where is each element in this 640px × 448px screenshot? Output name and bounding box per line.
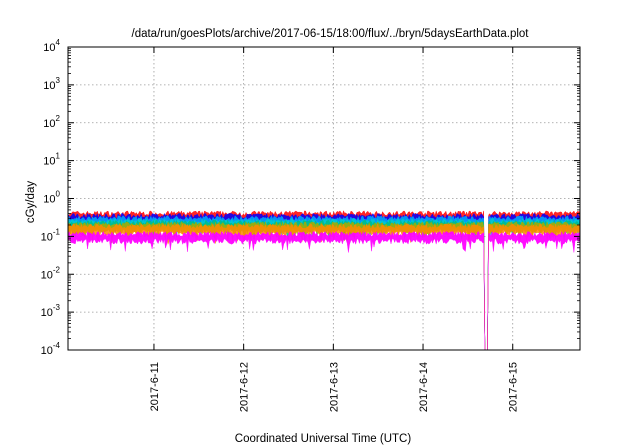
y-tick-label: 103 <box>43 76 60 92</box>
y-tick-label: 104 <box>43 38 60 54</box>
axes <box>67 46 581 351</box>
y-tick-label: 101 <box>43 152 60 168</box>
y-tick-label: 10-2 <box>41 265 61 281</box>
plot-area <box>68 210 580 350</box>
x-tick-label: 2017-6-13 <box>328 362 340 412</box>
x-tick-label: 2017-6-14 <box>418 362 430 412</box>
y-tick-label: 100 <box>43 190 60 206</box>
flux-series-band <box>68 230 580 350</box>
x-tick-label: 2017-6-12 <box>239 362 251 412</box>
x-tick-labels: 2017-6-11 2017-6-12 2017-6-13 2017-6-14 2017… <box>149 362 520 412</box>
y-tick-label: 10-3 <box>41 303 61 319</box>
y-tick-label: 10-1 <box>41 227 61 243</box>
x-axis-label: Coordinated Universal Time (UTC) <box>235 433 412 445</box>
y-tick-label: 10-4 <box>41 341 61 357</box>
y-axis-label: cGy/day <box>25 181 37 223</box>
x-tick-label: 2017-6-15 <box>508 362 520 412</box>
chart-title: /data/run/goesPlots/archive/2017-06-15/1… <box>132 28 530 40</box>
grid <box>68 47 580 350</box>
x-tick-label: 2017-6-11 <box>149 362 161 411</box>
y-tick-label: 102 <box>43 114 60 130</box>
y-tick-labels: 10-4 10-3 10-2 10-1 100 101 102 103 104 <box>41 38 61 357</box>
